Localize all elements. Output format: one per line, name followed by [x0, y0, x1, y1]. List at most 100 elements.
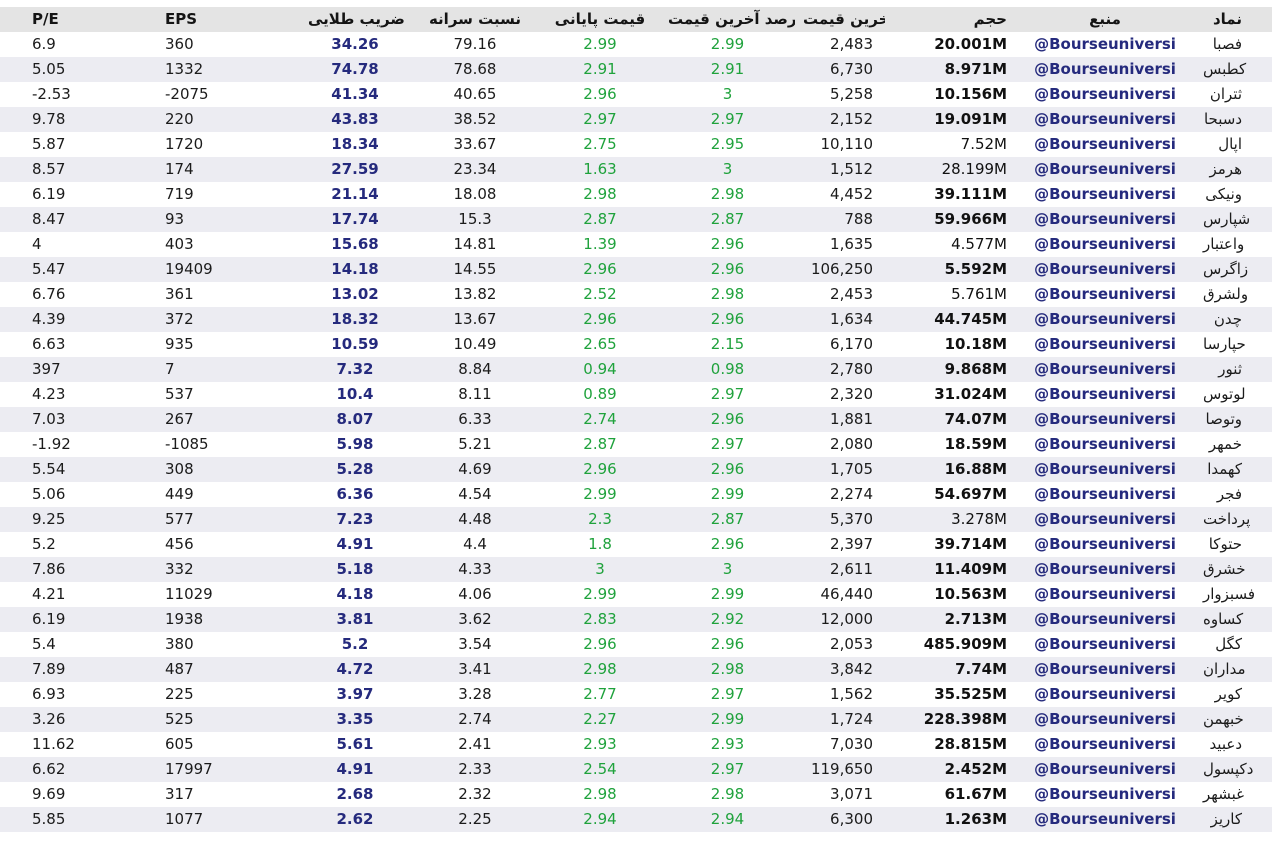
cell-close: 2.98	[583, 185, 617, 203]
cell-symbol: ولشرق	[1203, 285, 1249, 303]
cell-eps: 7	[165, 360, 175, 378]
cell-eps: 577	[165, 510, 194, 528]
cell-symbol: دعبید	[1209, 735, 1242, 753]
cell-close: 2.3	[588, 510, 612, 528]
cell-source[interactable]: @Bourseuniversi	[1034, 60, 1176, 78]
cell-golden: 18.34	[331, 135, 379, 153]
cell-source[interactable]: @Bourseuniversi	[1034, 360, 1176, 378]
table-row: 5.87 1720 18.34 33.67 2.75 2.95 10,110 7.52M @Bo…	[0, 132, 1272, 157]
cell-symbol: واعتبار	[1203, 235, 1245, 253]
cell-eps: 719	[165, 185, 194, 203]
cell-close: 0.89	[583, 385, 617, 403]
cell-symbol: کهمدا	[1207, 460, 1242, 478]
cell-last: 1,724	[830, 710, 873, 728]
cell-volume: 9.868M	[944, 360, 1007, 378]
table-row: 6.9 360 34.26 79.16 2.99 2.99 2,483 20.001M @Bou…	[0, 32, 1272, 57]
cell-symbol: مداران	[1203, 660, 1246, 678]
cell-source[interactable]: @Bourseuniversi	[1034, 535, 1176, 553]
cell-close: 2.91	[583, 60, 617, 78]
cell-source[interactable]: @Bourseuniversi	[1034, 335, 1176, 353]
cell-source[interactable]: @Bourseuniversi	[1034, 760, 1176, 778]
cell-close: 2.87	[583, 210, 617, 228]
cell-source[interactable]: @Bourseuniversi	[1034, 685, 1176, 703]
cell-source[interactable]: @Bourseuniversi	[1034, 635, 1176, 653]
column-header-golden: ضریب طلایی	[300, 7, 410, 32]
cell-volume: 10.563M	[934, 585, 1007, 603]
cell-golden: 18.32	[331, 310, 379, 328]
cell-source[interactable]: @Bourseuniversi	[1034, 460, 1176, 478]
cell-percap: 4.4	[463, 535, 487, 553]
cell-last: 5,258	[830, 85, 873, 103]
cell-eps: -2075	[165, 85, 209, 103]
cell-pe: 6.76	[32, 285, 66, 303]
cell-lastpct: 2.94	[710, 810, 745, 828]
cell-source[interactable]: @Bourseuniversi	[1034, 660, 1176, 678]
cell-source[interactable]: @Bourseuniversi	[1034, 235, 1176, 253]
cell-source[interactable]: @Bourseuniversi	[1034, 385, 1176, 403]
cell-volume: 228.398M	[923, 710, 1007, 728]
cell-source[interactable]: @Bourseuniversi	[1034, 185, 1176, 203]
cell-source[interactable]: @Bourseuniversi	[1034, 435, 1176, 453]
cell-eps: -1085	[165, 435, 209, 453]
cell-source[interactable]: @Bourseuniversi	[1034, 735, 1176, 753]
cell-source[interactable]: @Bourseuniversi	[1034, 285, 1176, 303]
cell-pe: -2.53	[32, 85, 71, 103]
cell-eps: 174	[165, 160, 194, 178]
cell-pe: 397	[32, 360, 61, 378]
table-row: 6.19 719 21.14 18.08 2.98 2.98 4,452 39.111M @Bo…	[0, 182, 1272, 207]
cell-close: 2.99	[583, 585, 617, 603]
cell-pe: 5.06	[32, 485, 66, 503]
cell-percap: 4.06	[458, 585, 492, 603]
table-row: 4 403 15.68 14.81 1.39 2.96 1,635 4.577M @Bourse…	[0, 232, 1272, 257]
cell-source[interactable]: @Bourseuniversi	[1034, 160, 1176, 178]
cell-source[interactable]: @Bourseuniversi	[1034, 260, 1176, 278]
cell-golden: 8.07	[336, 410, 374, 428]
cell-eps: 267	[165, 410, 194, 428]
cell-lastpct: 2.99	[710, 485, 745, 503]
cell-golden: 5.2	[341, 635, 369, 653]
table-row: 5.85 1077 2.62 2.25 2.94 2.94 6,300 1.263M @Bour…	[0, 807, 1272, 832]
cell-last: 10,110	[820, 135, 874, 153]
cell-source[interactable]: @Bourseuniversi	[1034, 85, 1176, 103]
cell-source[interactable]: @Bourseuniversi	[1034, 610, 1176, 628]
cell-source[interactable]: @Bourseuniversi	[1034, 560, 1176, 578]
cell-source[interactable]: @Bourseuniversi	[1034, 310, 1176, 328]
table-row: 5.54 308 5.28 4.69 2.96 2.96 1,705 16.88M @Bours…	[0, 457, 1272, 482]
cell-golden: 13.02	[331, 285, 379, 303]
cell-percap: 2.32	[458, 785, 492, 803]
cell-percap: 2.25	[458, 810, 492, 828]
cell-close: 2.52	[583, 285, 617, 303]
cell-source[interactable]: @Bourseuniversi	[1034, 110, 1176, 128]
cell-source[interactable]: @Bourseuniversi	[1034, 585, 1176, 603]
cell-pe: 6.9	[32, 35, 56, 53]
cell-close: 2.98	[583, 785, 617, 803]
cell-percap: 5.21	[458, 435, 492, 453]
cell-golden: 3.35	[336, 710, 374, 728]
cell-source[interactable]: @Bourseuniversi	[1034, 485, 1176, 503]
cell-pe: 5.54	[32, 460, 66, 478]
cell-source[interactable]: @Bourseuniversi	[1034, 135, 1176, 153]
cell-close: 2.75	[583, 135, 617, 153]
cell-source[interactable]: @Bourseuniversi	[1034, 785, 1176, 803]
cell-source[interactable]: @Bourseuniversi	[1034, 810, 1176, 828]
table-row: 6.93 225 3.97 3.28 2.77 2.97 1,562 35.525M @Bour…	[0, 682, 1272, 707]
cell-source[interactable]: @Bourseuniversi	[1034, 510, 1176, 528]
cell-volume: 8.971M	[944, 60, 1007, 78]
cell-symbol: وتوصا	[1205, 410, 1242, 428]
cell-pe: 3.26	[32, 710, 66, 728]
cell-golden: 10.59	[331, 335, 379, 353]
cell-source[interactable]: @Bourseuniversi	[1034, 710, 1176, 728]
cell-lastpct: 2.99	[710, 35, 745, 53]
cell-volume: 44.745M	[934, 310, 1007, 328]
cell-source[interactable]: @Bourseuniversi	[1034, 210, 1176, 228]
table-row: 6.63 935 10.59 10.49 2.65 2.15 6,170 10.18M @Bou…	[0, 332, 1272, 357]
table-row: 7.86 332 5.18 4.33 3 3 2,611 11.409M @Bourseuniv…	[0, 557, 1272, 582]
cell-golden: 21.14	[331, 185, 379, 203]
cell-source[interactable]: @Bourseuniversi	[1034, 410, 1176, 428]
cell-eps: 456	[165, 535, 194, 553]
cell-golden: 5.98	[336, 435, 374, 453]
cell-pe: 6.19	[32, 610, 66, 628]
cell-eps: 332	[165, 560, 194, 578]
cell-source[interactable]: @Bourseuniversi	[1034, 35, 1176, 53]
cell-pe: 5.87	[32, 135, 66, 153]
